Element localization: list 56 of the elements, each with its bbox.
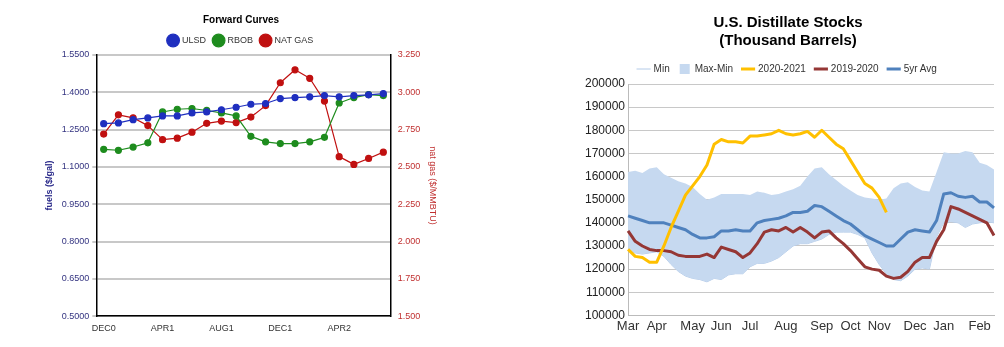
- y-tick-label: 180000: [585, 122, 626, 137]
- legend-label: Min: [653, 62, 670, 74]
- x-tick-label: Nov: [867, 317, 892, 333]
- y-tick-label: 150000: [585, 192, 626, 207]
- y-tick-label: 120000: [585, 261, 626, 276]
- x-tick-label: APR2: [327, 323, 351, 334]
- y2-tick-label: 1.500: [397, 310, 421, 321]
- x-tick-label: DEC0: [91, 323, 116, 334]
- x-tick-label: Jul: [741, 317, 759, 333]
- y2-tick-label: 2.000: [397, 236, 421, 247]
- y-tick-label: 0.9500: [61, 198, 90, 209]
- y2-axis-title: nat gas ($/MMBTU): [428, 146, 439, 225]
- y-tick-label: 170000: [585, 145, 626, 160]
- y-tick-label: 1.1000: [61, 161, 90, 172]
- legend-label: RBOB: [227, 34, 254, 45]
- y2-tick-label: 2.500: [397, 161, 421, 172]
- legend-label: 2019-2020: [830, 62, 880, 74]
- y2-tick-label: 3.250: [397, 49, 421, 60]
- legend-label: ULSD: [182, 34, 207, 45]
- x-tick-label: Feb: [968, 317, 991, 333]
- x-tick-label: Jan: [933, 317, 955, 333]
- y-tick-label: 130000: [585, 238, 626, 253]
- chart-title: U.S. Distillate Stocks: [713, 13, 863, 31]
- chart-title: Forward Curves: [202, 13, 280, 25]
- x-tick-label: Sep: [810, 317, 834, 333]
- x-tick-label: APR1: [150, 323, 175, 334]
- x-tick-label: May: [680, 317, 706, 333]
- x-tick-label: Jun: [710, 317, 732, 333]
- y-tick-label: 160000: [585, 168, 626, 183]
- y-tick-label: 200000: [585, 76, 626, 91]
- x-tick-label: Dec: [903, 317, 928, 333]
- x-tick-label: Apr: [646, 317, 668, 333]
- x-tick-label: Oct: [840, 317, 861, 333]
- y-tick-label: 110000: [585, 284, 626, 299]
- legend-label: 5yr Avg: [903, 62, 937, 74]
- y2-tick-label: 1.750: [397, 273, 421, 284]
- y-tick-label: 1.4000: [61, 86, 90, 97]
- y-tick-label: 0.6500: [61, 273, 90, 284]
- y-tick-label: 0.8000: [61, 236, 90, 247]
- y-tick-label: 1.5500: [61, 49, 90, 60]
- legend-label: NAT GAS: [274, 34, 314, 45]
- y2-tick-label: 2.750: [397, 124, 421, 135]
- y-tick-label: 100000: [585, 307, 626, 322]
- x-tick-label: AUG1: [209, 323, 234, 334]
- y2-tick-label: 2.250: [397, 198, 421, 209]
- chart-subtitle: (Thousand Barrels): [719, 31, 857, 49]
- y-axis-title: fuels ($/gal): [43, 160, 54, 211]
- y-tick-label: 140000: [585, 215, 626, 230]
- legend-label: Max-Min: [694, 62, 734, 74]
- x-tick-label: DEC1: [268, 323, 293, 334]
- y-tick-label: 190000: [585, 99, 626, 114]
- y2-tick-label: 3.000: [397, 86, 421, 97]
- x-tick-label: Aug: [774, 317, 798, 333]
- y-tick-label: 0.5000: [61, 310, 90, 321]
- y-tick-label: 1.2500: [61, 124, 90, 135]
- legend-label: 2020-2021: [758, 62, 807, 74]
